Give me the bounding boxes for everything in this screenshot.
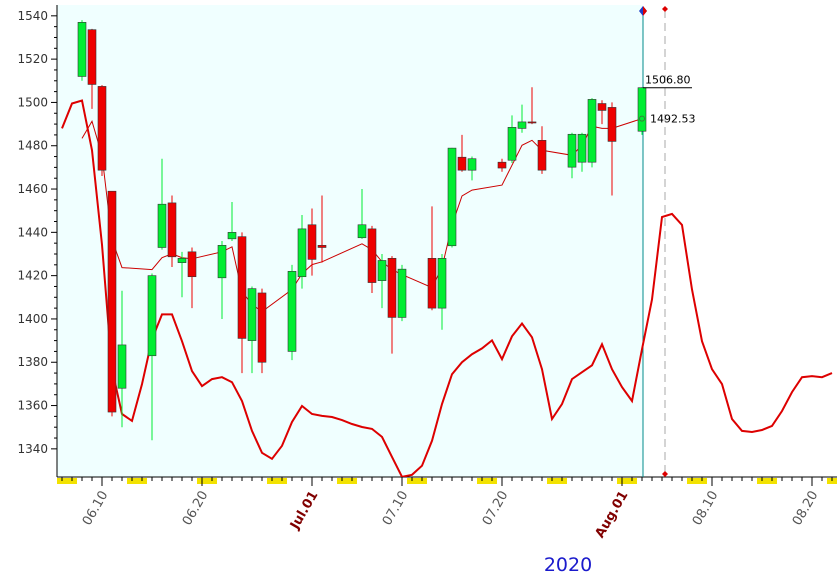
- x-axis-label: 2020: [544, 554, 592, 576]
- candle-body: [357, 224, 367, 239]
- x-tick-label: Jul.01: [287, 489, 321, 533]
- y-tick-label: 1540: [17, 9, 48, 23]
- annotation-label: 1492.53: [650, 113, 696, 126]
- y-tick-label: 1460: [17, 182, 48, 196]
- candle-body: [147, 275, 157, 357]
- candle-body: [157, 203, 167, 248]
- candle-body: [577, 133, 587, 163]
- candle-body: [257, 292, 267, 363]
- candle-body: [297, 228, 307, 278]
- x-tick-label: 08.10: [690, 489, 722, 529]
- candle-body: [377, 260, 387, 281]
- candle-body: [227, 232, 237, 240]
- x-tick-label: 08.20: [790, 489, 822, 529]
- candle-body: [287, 271, 297, 352]
- x-tick-label: Aug.01: [593, 489, 632, 541]
- candle-body: [77, 22, 87, 77]
- candle-body: [107, 190, 117, 413]
- candle-body: [497, 161, 507, 169]
- y-tick-label: 1440: [17, 225, 48, 239]
- y-tick-label: 1420: [17, 269, 48, 283]
- y-tick-label: 1520: [17, 52, 48, 66]
- candle-body: [437, 258, 447, 309]
- marker-diamond: [662, 6, 668, 12]
- line-series: [81, 118, 643, 313]
- candle-body: [247, 288, 257, 341]
- candle-body: [517, 121, 527, 129]
- annotation-point: [639, 115, 645, 122]
- y-tick-label: 1340: [17, 442, 48, 456]
- candle-body: [217, 245, 227, 279]
- candle-body: [397, 268, 407, 318]
- x-tick-label: 07.20: [480, 489, 512, 529]
- x-tick-label: 06.10: [80, 489, 112, 529]
- candle-body: [587, 99, 597, 163]
- annotation-label: 1506.80: [645, 74, 691, 87]
- marker-diamond-half: [643, 6, 647, 16]
- candle-body: [187, 251, 197, 278]
- candle-body: [467, 158, 477, 171]
- history-area: [57, 5, 643, 477]
- candle-body: [427, 258, 437, 309]
- candle-body: [567, 133, 577, 168]
- line-series: [61, 99, 833, 477]
- y-tick-label: 1500: [17, 95, 48, 109]
- y-tick-label: 1400: [17, 312, 48, 326]
- candle-body: [387, 258, 397, 318]
- candle-body: [607, 107, 617, 142]
- candle-body: [97, 86, 107, 171]
- y-tick-label: 1380: [17, 355, 48, 369]
- candle-body: [457, 156, 467, 171]
- candle-body: [527, 121, 537, 124]
- candle-body: [317, 245, 327, 248]
- candle-body: [237, 236, 247, 339]
- candle-body: [637, 87, 647, 132]
- candle-body: [537, 140, 547, 171]
- plot: [61, 20, 833, 477]
- candle-body: [447, 147, 457, 247]
- candle-body: [307, 224, 317, 260]
- x-tick-label: 07.10: [380, 489, 412, 529]
- candle-body: [597, 103, 607, 111]
- marker-diamond: [662, 471, 668, 477]
- y-tick-label: 1480: [17, 139, 48, 153]
- candle-body: [367, 228, 377, 283]
- candle-body: [177, 258, 187, 263]
- candle-body: [167, 202, 177, 258]
- y-tick-label: 1360: [17, 399, 48, 413]
- candle-body: [117, 344, 127, 389]
- x-tick-label: 06.20: [180, 489, 212, 529]
- candle-body: [87, 29, 97, 85]
- candle-body: [507, 127, 517, 161]
